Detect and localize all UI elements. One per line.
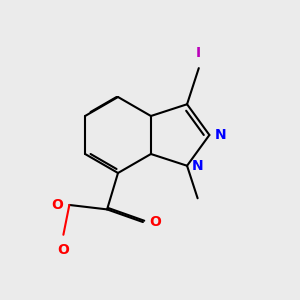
- Text: O: O: [149, 215, 161, 229]
- Text: N: N: [214, 128, 226, 142]
- Text: I: I: [196, 46, 201, 60]
- Text: O: O: [57, 243, 69, 257]
- Text: N: N: [192, 159, 204, 173]
- Text: O: O: [52, 198, 63, 212]
